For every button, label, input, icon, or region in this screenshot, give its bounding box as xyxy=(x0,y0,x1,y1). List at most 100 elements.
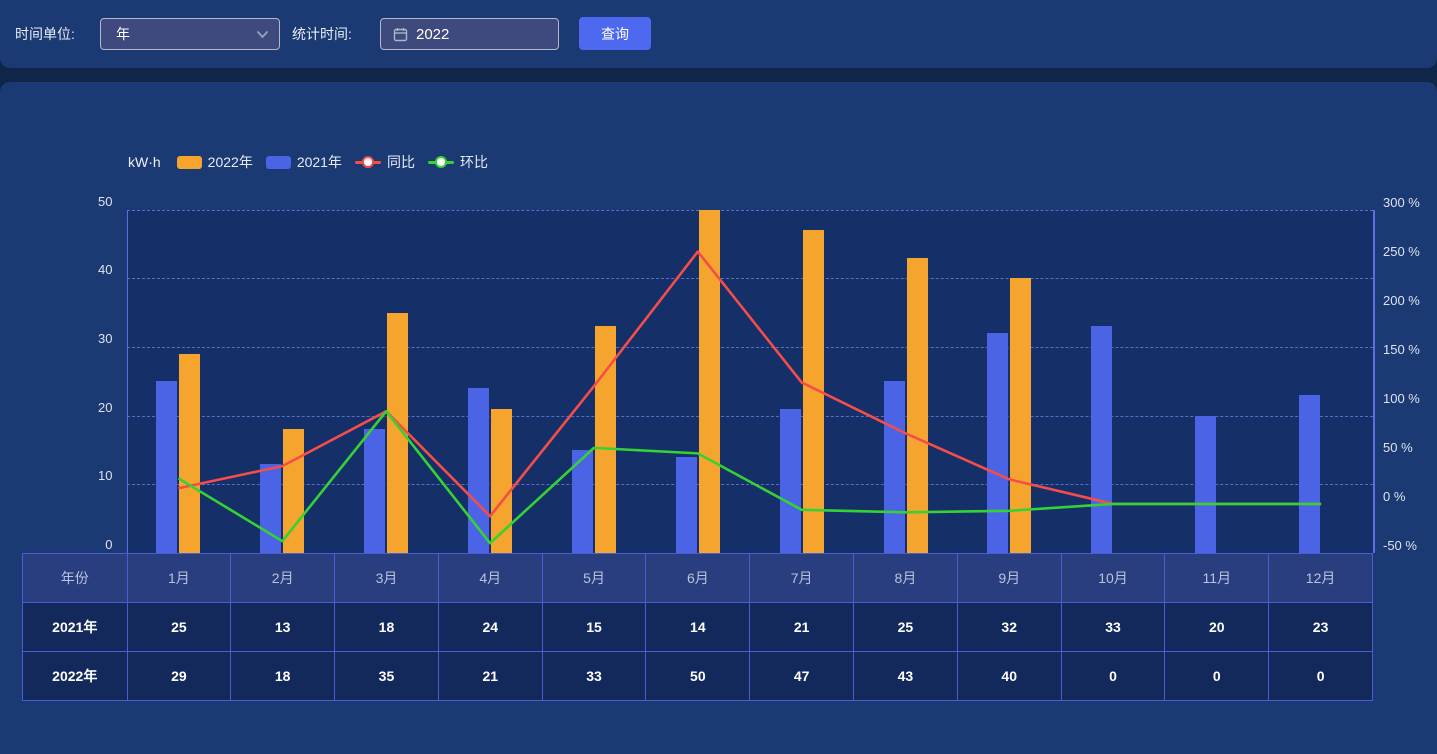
table-month-header: 11月 xyxy=(1165,553,1270,603)
table-cell: 20 xyxy=(1165,602,1270,652)
legend-item-同比[interactable]: 同比 xyxy=(354,152,415,172)
table-month-header: 6月 xyxy=(646,553,751,603)
legend-item-2021年[interactable]: 2021年 xyxy=(265,152,342,172)
table-cell: 40 xyxy=(957,651,1062,701)
legend-label: 环比 xyxy=(459,154,488,170)
table-month-header: 8月 xyxy=(854,553,958,603)
time-unit-value: 年 xyxy=(116,26,130,42)
y-axis-label-right: 250 % xyxy=(1383,243,1420,259)
table-month-header: 10月 xyxy=(1061,553,1166,603)
y-axis-label-left: 20 xyxy=(98,399,113,415)
bar-2021年[interactable] xyxy=(571,449,593,553)
gridline xyxy=(126,484,1373,486)
bar-2022年[interactable] xyxy=(283,429,305,553)
y-axis-label-left: 30 xyxy=(98,330,113,346)
legend-item-2022年[interactable]: 2022年 xyxy=(176,152,253,172)
stat-time-value: 2022 xyxy=(416,25,450,43)
bar-2021年[interactable] xyxy=(156,381,178,553)
table-cell: 43 xyxy=(854,651,958,701)
bar-2022年[interactable] xyxy=(179,353,201,553)
table-month-header: 5月 xyxy=(542,553,647,603)
table-cell: 29 xyxy=(127,651,232,701)
bar-2021年[interactable] xyxy=(987,333,1009,553)
y-axis-label-left: 50 xyxy=(98,193,113,209)
stat-time-input[interactable]: 2022 xyxy=(380,18,559,50)
table-cell: 18 xyxy=(335,602,439,652)
y-axis-label-left: 10 xyxy=(98,468,113,484)
bar-2021年[interactable] xyxy=(468,388,490,553)
bar-2022年[interactable] xyxy=(594,326,616,553)
table-cell: 25 xyxy=(854,602,958,652)
legend-label: 2021年 xyxy=(296,154,342,170)
table-cell: 0 xyxy=(1165,651,1270,701)
bar-2021年[interactable] xyxy=(364,429,386,553)
bar-2022年[interactable] xyxy=(491,408,513,553)
table-month-header: 4月 xyxy=(438,553,543,603)
table-month-header: 2月 xyxy=(231,553,336,603)
y-axis-line-left xyxy=(126,209,128,553)
bar-2022年[interactable] xyxy=(387,312,409,553)
table-cell: 50 xyxy=(646,651,751,701)
table-cell: 18 xyxy=(231,651,336,701)
table-cell: 24 xyxy=(438,602,543,652)
plot-background xyxy=(126,209,1373,553)
bar-2022年[interactable] xyxy=(1010,278,1032,553)
table-corner-header: 年份 xyxy=(23,553,128,603)
legend-item-环比[interactable]: 环比 xyxy=(427,152,488,172)
table-cell: 33 xyxy=(1061,602,1166,652)
table-cell: 13 xyxy=(231,602,336,652)
table-cell: 32 xyxy=(957,602,1062,652)
calendar-icon xyxy=(393,27,408,41)
y-axis-label-right: 150 % xyxy=(1383,341,1420,357)
bar-2022年[interactable] xyxy=(906,257,928,553)
bar-2021年[interactable] xyxy=(883,381,905,553)
legend-line-marker xyxy=(427,156,454,169)
legend-label: 2022年 xyxy=(207,154,253,170)
table-cell: 47 xyxy=(750,651,855,701)
bar-2021年[interactable] xyxy=(1195,415,1217,553)
table-cell: 23 xyxy=(1269,602,1373,652)
time-unit-select[interactable]: 年 xyxy=(100,18,280,50)
gridline xyxy=(126,415,1373,417)
data-table: 年份 1月 2月 3月 4月 5月 6月 7月 8月 9月 10月 11月 12月 2021年 25 13 18… xyxy=(22,552,1373,701)
table-month-header: 7月 xyxy=(750,553,855,603)
chart-legend: kW·h 2022年 2021年 同比 环比 xyxy=(128,151,488,173)
gridline xyxy=(126,346,1373,348)
y-axis-label-right: 200 % xyxy=(1383,292,1420,308)
query-toolbar: 时间单位: 年 统计时间: 2022 查询 xyxy=(0,0,1437,68)
query-button[interactable]: 查询 xyxy=(579,17,651,50)
gridline xyxy=(126,278,1373,280)
stat-time-label: 统计时间: xyxy=(292,26,352,42)
y-axis-label-right: 50 % xyxy=(1383,439,1413,455)
table-month-header: 12月 xyxy=(1269,553,1373,603)
table-month-header: 3月 xyxy=(335,553,439,603)
bar-2022年[interactable] xyxy=(698,209,720,553)
y-axis-label-right: 100 % xyxy=(1383,390,1420,406)
gridline xyxy=(126,209,1373,211)
table-cell: 33 xyxy=(542,651,647,701)
bar-2022年[interactable] xyxy=(802,230,824,553)
bar-2021年[interactable] xyxy=(1091,326,1113,553)
table-cell: 14 xyxy=(646,602,751,652)
legend-bar-swatch xyxy=(176,155,202,169)
bar-2021年[interactable] xyxy=(1299,394,1321,553)
table-cell: 35 xyxy=(335,651,439,701)
y-axis-label-right: -50 % xyxy=(1383,538,1417,553)
bar-2021年[interactable] xyxy=(779,408,801,553)
chevron-down-icon xyxy=(257,30,268,38)
time-unit-label: 时间单位: xyxy=(15,26,75,42)
table-cell: 0 xyxy=(1061,651,1166,701)
y-axis-label-right: 0 % xyxy=(1383,488,1406,504)
table-cell: 25 xyxy=(127,602,232,652)
table-cell: 15 xyxy=(542,602,647,652)
table-cell: 21 xyxy=(438,651,543,701)
table-month-header: 9月 xyxy=(957,553,1062,603)
bar-2021年[interactable] xyxy=(260,463,282,553)
table-cell: 21 xyxy=(750,602,855,652)
bar-2021年[interactable] xyxy=(675,456,697,553)
axis-unit-label: kW·h xyxy=(128,154,161,170)
table-month-header: 1月 xyxy=(127,553,232,603)
table-cell: 0 xyxy=(1269,651,1373,701)
